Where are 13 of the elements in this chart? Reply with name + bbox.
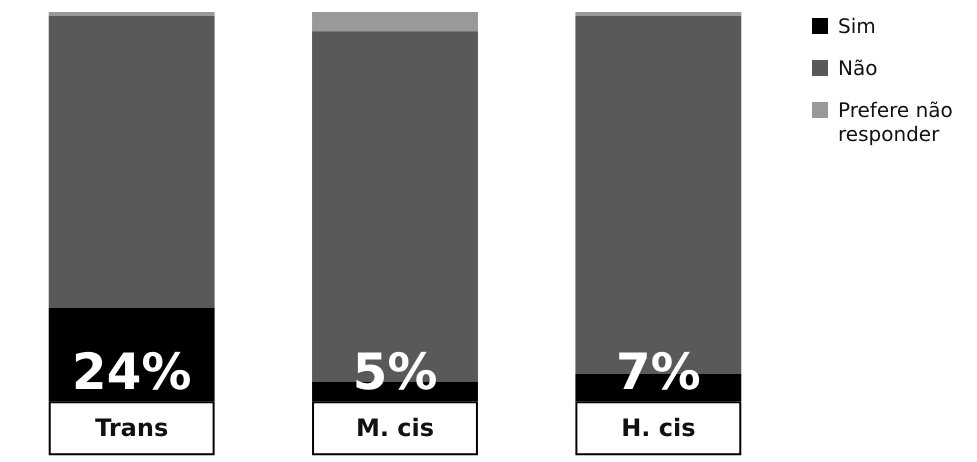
legend-label: Prefere não responder [838, 98, 954, 146]
data-label: 24% [72, 343, 192, 402]
bar [48, 16, 215, 308]
legend-label: Sim [838, 14, 876, 38]
bar [312, 12, 478, 32]
x-tick-label: M. cis [356, 414, 434, 442]
legend-label: Não [838, 56, 878, 80]
data-label: 5% [352, 343, 438, 402]
data-label: 7% [616, 343, 701, 402]
x-tick-label: H. cis [621, 414, 696, 442]
bar [48, 12, 215, 16]
bar [575, 12, 742, 16]
x-tick-label: Trans [95, 414, 168, 442]
